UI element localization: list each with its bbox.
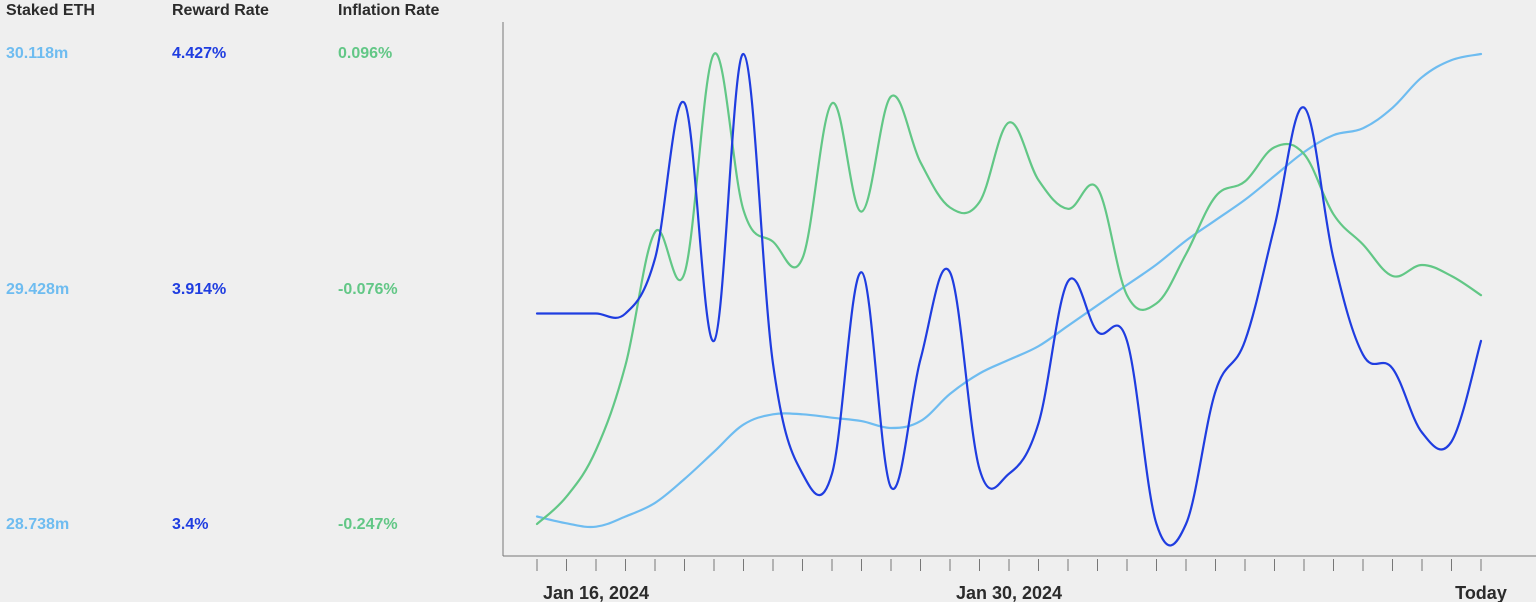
x-tick-label: Jan 16, 2024 — [543, 583, 649, 602]
staked-eth-min: 28.738m — [6, 516, 70, 533]
reward-rate-line — [535, 52, 1483, 547]
reward-rate-min: 3.4% — [172, 516, 209, 533]
staked-eth-max: 30.118m — [6, 45, 69, 62]
x-axis-labels: Jan 16, 2024 Jan 30, 2024 Today — [543, 583, 1507, 602]
staked-eth-line — [535, 52, 1483, 529]
chart-series — [535, 52, 1483, 547]
inflation-rate-max: 0.096% — [338, 45, 393, 62]
inflation-rate-header: Inflation Rate — [338, 2, 440, 19]
legend-panel: Staked ETH Reward Rate Inflation Rate 30… — [0, 0, 480, 602]
reward-rate-header: Reward Rate — [172, 2, 269, 19]
inflation-rate-min: -0.247% — [338, 516, 398, 533]
inflation-rate-mid: -0.076% — [338, 281, 398, 298]
x-tick-label: Today — [1455, 583, 1507, 602]
chart-axes — [502, 22, 1536, 571]
reward-rate-max: 4.427% — [172, 45, 227, 62]
inflation-rate-line — [535, 52, 1483, 526]
staked-eth-mid: 29.428m — [6, 281, 70, 298]
staked-eth-header: Staked ETH — [6, 2, 95, 19]
reward-rate-mid: 3.914% — [172, 281, 227, 298]
x-tick-label: Jan 30, 2024 — [956, 583, 1062, 602]
